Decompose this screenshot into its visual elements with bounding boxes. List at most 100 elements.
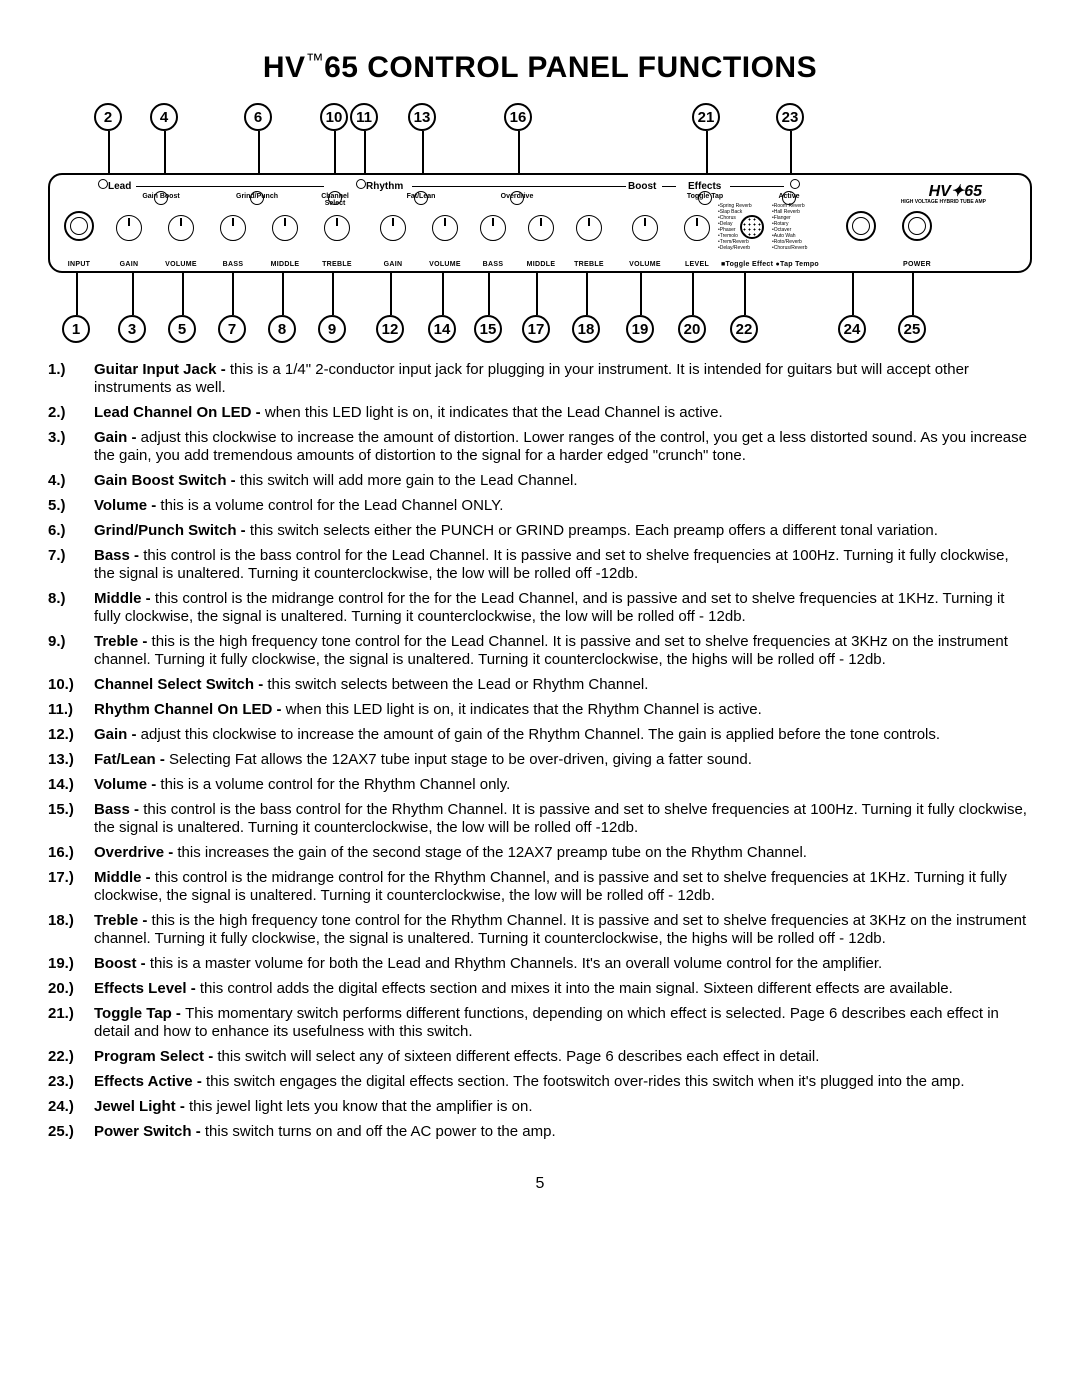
item-text: Volume - this is a volume control for th… [94, 776, 1032, 794]
function-item: 12.)Gain - adjust this clockwise to incr… [48, 726, 1032, 744]
led-icon [98, 179, 108, 189]
function-item: 8.)Middle - this control is the midrange… [48, 590, 1032, 626]
function-item: 16.)Overdrive - this increases the gain … [48, 844, 1032, 862]
item-term: Jewel Light - [94, 1098, 189, 1115]
switch-label: Gain Boost [136, 193, 186, 200]
function-item: 25.)Power Switch - this switch turns on … [48, 1123, 1032, 1141]
function-item: 9.)Treble - this is the high frequency t… [48, 633, 1032, 669]
item-text: Jewel Light - this jewel light lets you … [94, 1098, 1032, 1116]
knob-label: MIDDLE [527, 261, 556, 268]
item-text: Middle - this control is the midrange co… [94, 869, 1032, 905]
control-panel-diagram: 246101113162123 LeadRhythmBoostEffectsGa… [48, 103, 1032, 343]
item-text: Lead Channel On LED - when this LED ligh… [94, 404, 1032, 422]
item-term: Guitar Input Jack - [94, 361, 230, 378]
callout-15: 15 [474, 315, 502, 343]
led-icon [356, 179, 366, 189]
item-term: Boost - [94, 955, 150, 972]
switch-label: Toggle Tap [680, 193, 730, 200]
item-term: Gain - [94, 726, 141, 743]
item-text: Program Select - this switch will select… [94, 1048, 1032, 1066]
item-text: Overdrive - this increases the gain of t… [94, 844, 1032, 862]
callout-11: 11 [350, 103, 378, 131]
item-term: Program Select - [94, 1048, 217, 1065]
item-text: Guitar Input Jack - this is a 1/4" 2-con… [94, 361, 1032, 397]
item-term: Volume - [94, 497, 160, 514]
function-item: 19.)Boost - this is a master volume for … [48, 955, 1032, 973]
power-label: POWER [903, 261, 931, 268]
item-desc: this increases the gain of the second st… [177, 844, 807, 861]
function-item: 15.)Bass - this control is the bass cont… [48, 801, 1032, 837]
item-desc: this is a volume control for the Rhythm … [160, 776, 510, 793]
knob-icon [168, 215, 194, 241]
item-number: 3.) [48, 429, 94, 465]
knob-icon [116, 215, 142, 241]
function-item: 13.)Fat/Lean - Selecting Fat allows the … [48, 751, 1032, 769]
item-desc: adjust this clockwise to increase the am… [141, 726, 940, 743]
function-item: 18.)Treble - this is the high frequency … [48, 912, 1032, 948]
item-number: 25.) [48, 1123, 94, 1141]
item-text: Bass - this control is the bass control … [94, 547, 1032, 583]
item-number: 23.) [48, 1073, 94, 1091]
knob-icon [684, 215, 710, 241]
knob-label: LEVEL [685, 261, 709, 268]
item-desc: this is the high frequency tone control … [94, 912, 1026, 947]
item-number: 18.) [48, 912, 94, 948]
callout-3: 3 [118, 315, 146, 343]
callout-6: 6 [244, 103, 272, 131]
item-number: 1.) [48, 361, 94, 397]
callout-14: 14 [428, 315, 456, 343]
knob-label: VOLUME [165, 261, 197, 268]
item-term: Volume - [94, 776, 160, 793]
item-number: 6.) [48, 522, 94, 540]
item-text: Bass - this control is the bass control … [94, 801, 1032, 837]
switch-label: Grind/Punch [232, 193, 282, 200]
function-item: 2.)Lead Channel On LED - when this LED l… [48, 404, 1032, 422]
item-term: Toggle Tap - [94, 1005, 185, 1022]
item-number: 7.) [48, 547, 94, 583]
title-post: 65 CONTROL PANEL FUNCTIONS [324, 51, 817, 84]
item-desc: this control is the bass control for the… [94, 547, 1009, 582]
knob-label: MIDDLE [271, 261, 300, 268]
function-item: 7.)Bass - this control is the bass contr… [48, 547, 1032, 583]
item-number: 20.) [48, 980, 94, 998]
callout-21: 21 [692, 103, 720, 131]
title-pre: HV [263, 51, 306, 84]
item-term: Fat/Lean - [94, 751, 169, 768]
item-number: 17.) [48, 869, 94, 905]
knob-icon [324, 215, 350, 241]
jewel-light-icon [846, 211, 876, 241]
title-tm: ™ [306, 50, 325, 70]
item-number: 19.) [48, 955, 94, 973]
callout-9: 9 [318, 315, 346, 343]
item-text: Toggle Tap - This momentary switch perfo… [94, 1005, 1032, 1041]
knob-icon [528, 215, 554, 241]
callout-4: 4 [150, 103, 178, 131]
function-item: 20.)Effects Level - this control adds th… [48, 980, 1032, 998]
callout-2: 2 [94, 103, 122, 131]
item-number: 9.) [48, 633, 94, 669]
item-number: 14.) [48, 776, 94, 794]
item-term: Lead Channel On LED - [94, 404, 265, 421]
item-desc: this is a master volume for both the Lea… [150, 955, 882, 972]
function-item: 10.)Channel Select Switch - this switch … [48, 676, 1032, 694]
input-jack-icon [64, 211, 94, 241]
knob-icon [480, 215, 506, 241]
knob-label: TREBLE [574, 261, 604, 268]
callout-22: 22 [730, 315, 758, 343]
item-term: Effects Active - [94, 1073, 206, 1090]
knob-icon [432, 215, 458, 241]
item-term: Middle - [94, 590, 155, 607]
item-number: 21.) [48, 1005, 94, 1041]
item-text: Fat/Lean - Selecting Fat allows the 12AX… [94, 751, 1032, 769]
function-item: 11.)Rhythm Channel On LED - when this LE… [48, 701, 1032, 719]
function-item: 6.)Grind/Punch Switch - this switch sele… [48, 522, 1032, 540]
item-desc: this switch will select any of sixteen d… [217, 1048, 819, 1065]
knob-label: BASS [483, 261, 504, 268]
function-item: 4.)Gain Boost Switch - this switch will … [48, 472, 1032, 490]
knob-label: VOLUME [629, 261, 661, 268]
item-desc: this switch selects either the PUNCH or … [250, 522, 938, 539]
callout-23: 23 [776, 103, 804, 131]
callout-10: 10 [320, 103, 348, 131]
item-text: Rhythm Channel On LED - when this LED li… [94, 701, 1032, 719]
function-item: 21.)Toggle Tap - This momentary switch p… [48, 1005, 1032, 1041]
